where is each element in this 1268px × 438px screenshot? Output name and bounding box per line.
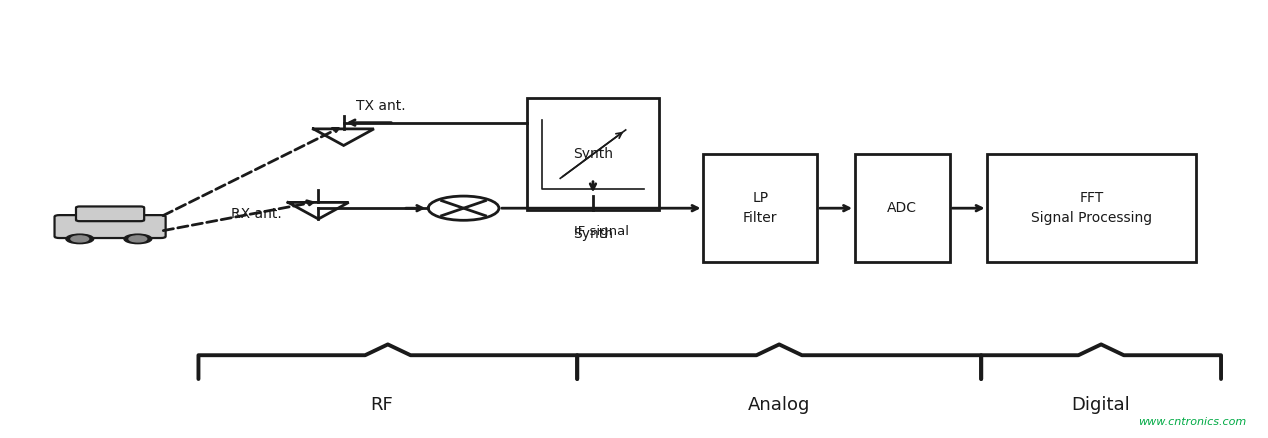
Text: Synth: Synth [573, 227, 612, 241]
Circle shape [124, 234, 152, 244]
Text: www.cntronics.com: www.cntronics.com [1139, 417, 1246, 427]
Text: RX ant.: RX ant. [231, 207, 281, 221]
Text: TX ant.: TX ant. [356, 99, 406, 113]
Text: LP
Filter: LP Filter [743, 191, 777, 225]
Text: Analog: Analog [748, 396, 810, 414]
Circle shape [71, 236, 89, 242]
FancyBboxPatch shape [55, 215, 166, 238]
FancyBboxPatch shape [76, 206, 145, 221]
Circle shape [66, 234, 94, 244]
Circle shape [129, 236, 147, 242]
Bar [526, 98, 659, 210]
Bar [855, 154, 950, 262]
Text: IF signal: IF signal [573, 226, 629, 238]
Bar [988, 154, 1196, 262]
Text: Synth: Synth [573, 147, 612, 161]
Text: ADC: ADC [888, 201, 917, 215]
Text: Digital: Digital [1071, 396, 1131, 414]
Text: FFT
Signal Processing: FFT Signal Processing [1031, 191, 1153, 225]
Bar [704, 154, 817, 262]
Text: RF: RF [370, 396, 393, 414]
